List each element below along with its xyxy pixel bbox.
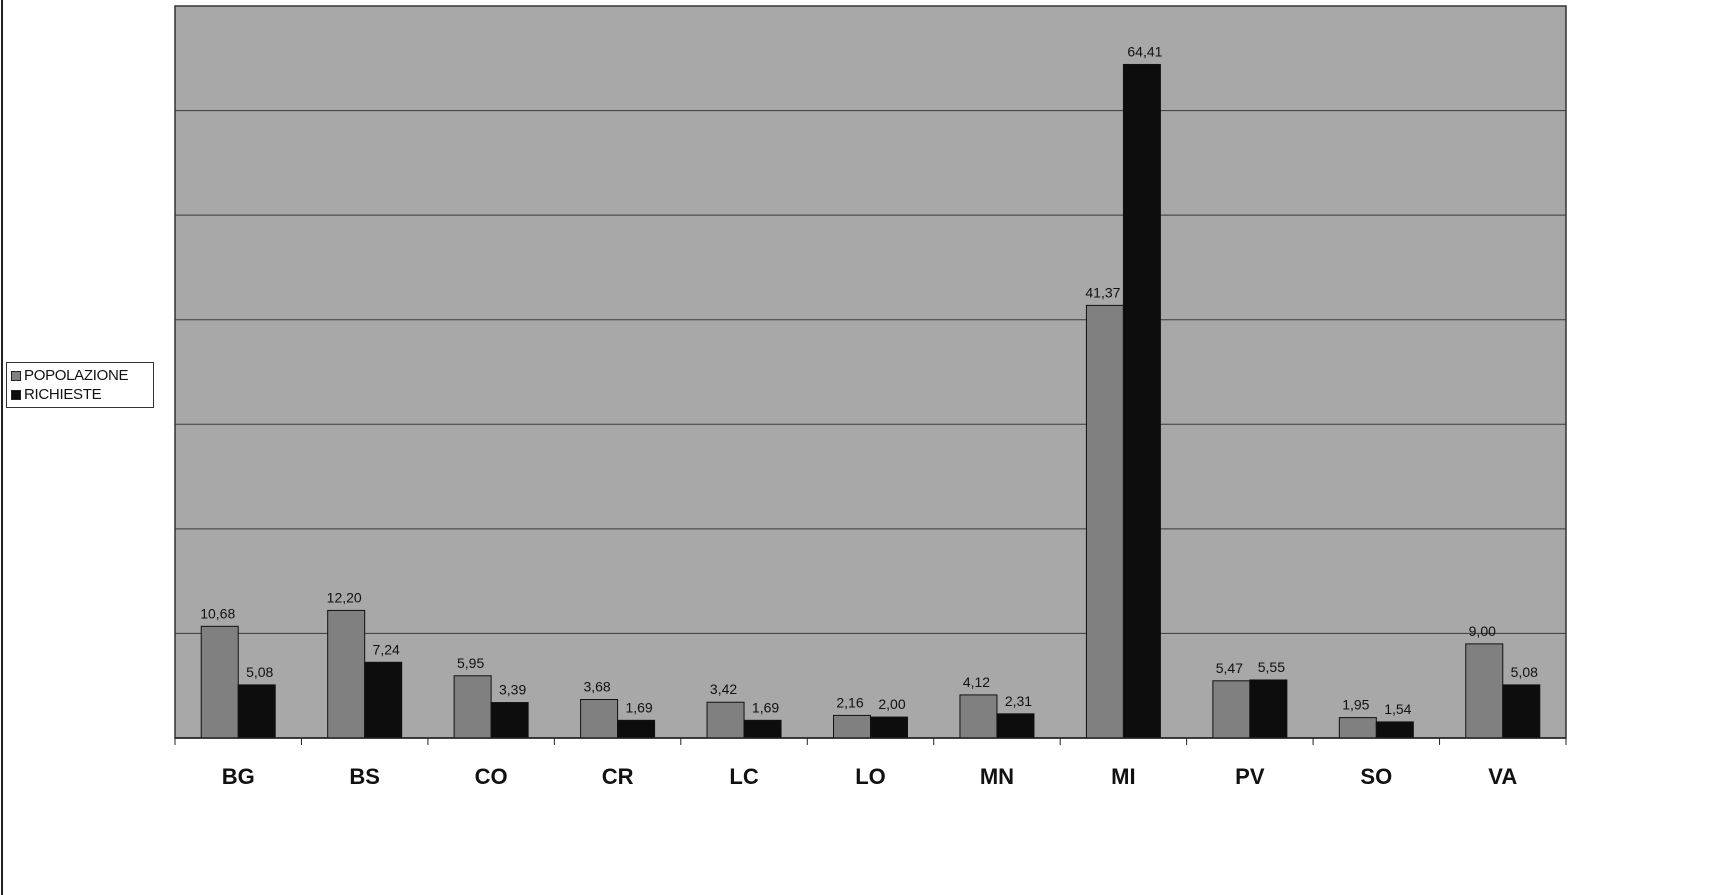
x-tick-label-so: SO xyxy=(1360,764,1392,789)
data-label-popolazione-co: 5,95 xyxy=(457,655,484,671)
bar-richieste-bs xyxy=(364,661,403,739)
data-label-richieste-pv: 5,55 xyxy=(1258,659,1285,675)
bar-popolazione-so xyxy=(1338,717,1377,739)
bar-richieste-so xyxy=(1375,721,1414,739)
bar-popolazione-co xyxy=(453,675,492,739)
data-label-richieste-cr: 1,69 xyxy=(625,699,652,715)
bar-richieste-bg xyxy=(237,684,276,739)
data-label-richieste-lo: 2,00 xyxy=(878,696,905,712)
bar-richieste-co xyxy=(490,702,529,739)
x-axis: BG BS CO CR LC LO MN MI PV SO VA xyxy=(174,737,1567,789)
x-tick-label-bs: BS xyxy=(349,764,380,789)
bars-group xyxy=(200,63,1541,739)
x-tick-label-cr: CR xyxy=(602,764,634,789)
data-labels-group: 10,68 5,08 12,20 7,24 5,95 3,39 3,68 1,69 3,42 1,… xyxy=(200,43,1538,716)
x-tick-label-mn: MN xyxy=(980,764,1014,789)
legend-item-richieste: RICHIESTE xyxy=(11,385,149,404)
bar-richieste-cr xyxy=(617,719,656,739)
data-label-richieste-co: 3,39 xyxy=(499,682,526,698)
data-label-richieste-bg: 5,08 xyxy=(246,664,273,680)
legend-swatch-popolazione xyxy=(11,370,21,381)
bar-popolazione-lc xyxy=(706,701,745,739)
bar-popolazione-bs xyxy=(327,609,366,739)
data-label-popolazione-mn: 4,12 xyxy=(963,674,990,690)
x-tick-label-mi: MI xyxy=(1111,764,1135,789)
legend: POPOLAZIONE RICHIESTE xyxy=(6,362,154,408)
bar-richieste-lc xyxy=(743,719,782,739)
data-label-popolazione-lo: 2,16 xyxy=(836,694,863,710)
x-tick-label-va: VA xyxy=(1488,764,1517,789)
bar-popolazione-mn xyxy=(959,694,998,739)
plot-background xyxy=(174,5,1567,739)
x-tick-label-bg: BG xyxy=(222,764,255,789)
x-tick-label-co: CO xyxy=(475,764,508,789)
bar-popolazione-pv xyxy=(1212,680,1251,739)
x-tick-label-pv: PV xyxy=(1235,764,1265,789)
x-tick-label-lo: LO xyxy=(855,764,886,789)
data-label-richieste-bs: 7,24 xyxy=(373,641,400,657)
data-label-popolazione-va: 9,00 xyxy=(1469,623,1496,639)
plot-area xyxy=(174,5,1567,739)
legend-label-popolazione: POPOLAZIONE xyxy=(24,367,129,384)
bar-richieste-mi xyxy=(1122,63,1161,739)
bar-popolazione-bg xyxy=(200,625,239,739)
page-border xyxy=(1,0,3,895)
data-label-richieste-va: 5,08 xyxy=(1511,664,1538,680)
legend-label-richieste: RICHIESTE xyxy=(24,386,102,403)
data-label-popolazione-pv: 5,47 xyxy=(1216,660,1243,676)
bar-richieste-va xyxy=(1502,684,1541,739)
bar-richieste-mn xyxy=(996,713,1035,739)
bar-popolazione-cr xyxy=(580,699,619,739)
data-label-popolazione-bg: 10,68 xyxy=(200,605,235,621)
legend-item-popolazione: POPOLAZIONE xyxy=(11,366,149,385)
data-label-richieste-mi: 64,41 xyxy=(1127,43,1162,59)
data-label-richieste-mn: 2,31 xyxy=(1005,693,1032,709)
legend-swatch-richieste xyxy=(11,389,21,400)
data-label-popolazione-bs: 12,20 xyxy=(327,589,362,605)
data-label-popolazione-lc: 3,42 xyxy=(710,681,737,697)
data-label-richieste-so: 1,54 xyxy=(1384,701,1411,717)
bar-richieste-lo xyxy=(870,716,908,739)
x-tick-label-lc: LC xyxy=(729,764,758,789)
bar-popolazione-lo xyxy=(833,714,871,739)
data-label-popolazione-cr: 3,68 xyxy=(583,679,610,695)
data-label-richieste-lc: 1,69 xyxy=(752,699,779,715)
bar-richieste-pv xyxy=(1249,679,1288,739)
bar-popolazione-mi xyxy=(1085,304,1124,739)
bar-popolazione-va xyxy=(1465,643,1504,739)
data-label-popolazione-so: 1,95 xyxy=(1342,697,1369,713)
data-label-popolazione-mi: 41,37 xyxy=(1085,284,1120,300)
